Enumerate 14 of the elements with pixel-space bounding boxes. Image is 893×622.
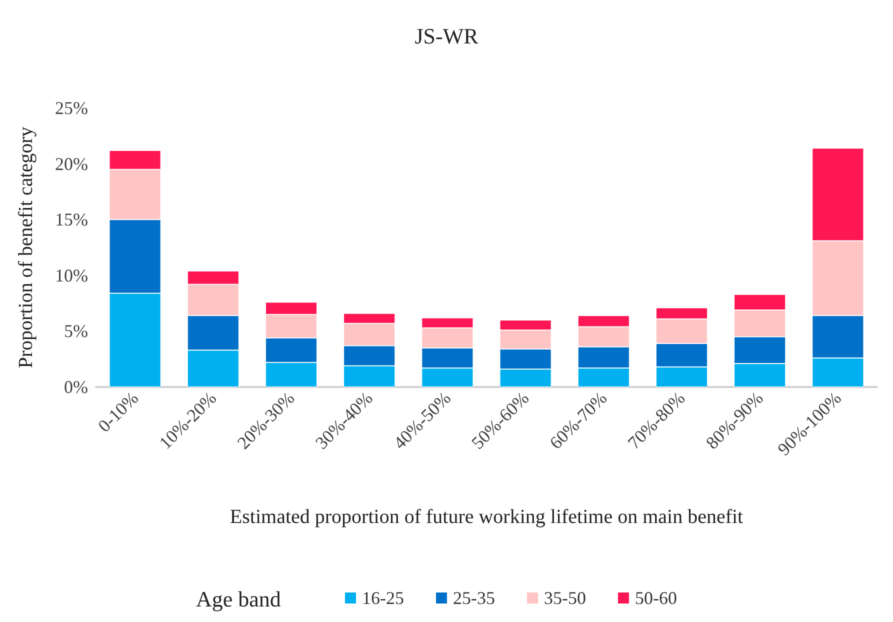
- legend-label: 35-50: [544, 588, 586, 608]
- x-axis-title: Estimated proportion of future working lifetime on main benefit: [230, 506, 744, 528]
- legend-label: 25-35: [452, 588, 495, 608]
- legend-title: Age band: [196, 586, 281, 612]
- y-tick-label: 25%: [55, 98, 88, 118]
- y-tick-label: 10%: [55, 265, 88, 286]
- y-axis-title: Proportion of benefit category: [15, 126, 37, 368]
- chart-title: JS-WR: [414, 24, 479, 48]
- y-tick-label: 15%: [55, 210, 88, 230]
- y-tick-label: 20%: [55, 154, 88, 174]
- y-tick-label: 5%: [64, 321, 88, 342]
- y-tick-label: 0%: [64, 377, 88, 397]
- legend-label: 50-60: [634, 588, 677, 608]
- legend-label: 16-25: [362, 588, 404, 608]
